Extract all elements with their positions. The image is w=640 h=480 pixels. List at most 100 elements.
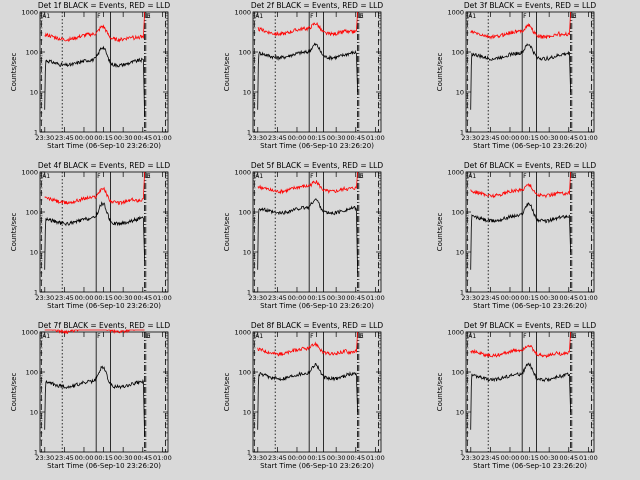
y-tick-label: 1 <box>34 289 38 297</box>
vline-label: D <box>571 333 576 340</box>
y-tick-label: 1 <box>34 449 38 457</box>
x-tick-label: 23:45 <box>481 134 500 142</box>
vline-label: A1 <box>42 173 50 180</box>
x-tick-label: 00:15 <box>520 134 539 142</box>
x-tick-label: 00:30 <box>540 454 559 462</box>
x-axis-label: Start Time (06-Sep-10 23:26:20) <box>260 462 374 470</box>
vline-label: E <box>360 333 364 340</box>
y-tick-label: 10 <box>456 89 464 97</box>
x-tick-label: 01:00 <box>579 134 598 142</box>
y-tick-label: 1 <box>247 449 251 457</box>
y-tick-label: 10 <box>243 89 251 97</box>
vline-label: D <box>145 173 150 180</box>
vline-label: F <box>523 333 527 340</box>
x-axis-label: Start Time (06-Sep-10 23:26:20) <box>473 462 587 470</box>
panel-title: Det 5f BLACK = Events, RED = LLD <box>251 161 384 170</box>
x-tick-label: 00:30 <box>327 134 346 142</box>
x-tick-label: 00:00 <box>501 294 520 302</box>
y-tick-label: 1 <box>247 289 251 297</box>
x-tick-label: 00:15 <box>94 294 113 302</box>
x-tick-label: 00:30 <box>114 454 133 462</box>
series-lld-line <box>257 331 358 357</box>
x-tick-label: 00:15 <box>94 454 113 462</box>
y-tick-label: 10 <box>30 89 38 97</box>
panel-2: Det 2f BLACK = Events, RED = LLD 1 10 100 10… <box>223 1 385 150</box>
y-tick-label: 1 <box>460 449 464 457</box>
vline-label: F <box>310 173 314 180</box>
y-axis-label: Counts/sec <box>223 53 231 92</box>
plot-frame <box>465 331 595 453</box>
y-tick-label: 10 <box>30 249 38 257</box>
vline-label: A1 <box>255 13 263 20</box>
panel-9: Det 9f BLACK = Events, RED = LLD 1 10 100 10… <box>436 321 598 470</box>
x-tick-label: 23:30 <box>248 134 267 142</box>
panel-3: Det 3f BLACK = Events, RED = LLD 1 10 100 10… <box>436 1 598 150</box>
series-events-line <box>257 42 358 110</box>
x-tick-label: 01:00 <box>579 294 598 302</box>
x-axis-label: Start Time (06-Sep-10 23:26:20) <box>473 302 587 310</box>
x-tick-label: 00:00 <box>288 134 307 142</box>
y-tick-label: 1000 <box>234 9 251 17</box>
y-axis-label: Counts/sec <box>10 373 18 412</box>
y-axis-label: Counts/sec <box>223 373 231 412</box>
x-tick-label: 00:30 <box>114 134 133 142</box>
series-events-line <box>44 45 145 117</box>
vline-label: D <box>571 13 576 20</box>
vline-label: E <box>147 13 151 20</box>
vline-label: F <box>523 173 527 180</box>
panel-title: Det 1f BLACK = Events, RED = LLD <box>38 1 171 10</box>
vline-label: F <box>97 13 101 20</box>
series-events-line <box>257 363 358 430</box>
series-events-line <box>44 365 145 437</box>
x-tick-label: 23:45 <box>268 134 287 142</box>
series-events-line <box>470 202 571 270</box>
vline-label: D <box>358 333 363 340</box>
series-lld-line <box>44 171 145 206</box>
x-tick-label: 00:45 <box>133 454 152 462</box>
y-tick-label: 1000 <box>21 9 38 17</box>
y-tick-label: 10 <box>243 409 251 417</box>
x-axis-label: Start Time (06-Sep-10 23:26:20) <box>260 302 374 310</box>
y-tick-label: 100 <box>239 49 251 57</box>
vline-label: A1 <box>468 333 476 340</box>
panel-4: Det 4f BLACK = Events, RED = LLD 1 10 100 10… <box>10 161 172 310</box>
panel-title: Det 7f BLACK = Events, RED = LLD <box>38 321 171 330</box>
y-tick-label: 10 <box>456 249 464 257</box>
panel-8: Det 8f BLACK = Events, RED = LLD 1 10 100 10… <box>223 321 385 470</box>
y-tick-label: 1 <box>460 129 464 137</box>
series-events-line <box>44 201 145 270</box>
x-axis-label: Start Time (06-Sep-10 23:26:20) <box>47 462 161 470</box>
x-tick-label: 23:45 <box>55 294 74 302</box>
x-axis-label: Start Time (06-Sep-10 23:26:20) <box>473 142 587 150</box>
x-tick-label: 23:45 <box>268 454 287 462</box>
panel-title: Det 2f BLACK = Events, RED = LLD <box>251 1 384 10</box>
vline-label: F <box>523 13 527 20</box>
x-tick-label: 01:00 <box>366 454 385 462</box>
series-events-line <box>257 198 358 273</box>
y-tick-label: 100 <box>26 209 38 217</box>
x-tick-label: 23:45 <box>55 454 74 462</box>
x-tick-label: 00:30 <box>114 294 133 302</box>
vline-label: A1 <box>468 173 476 180</box>
vline-label: D <box>145 333 150 340</box>
x-tick-label: 00:00 <box>75 454 94 462</box>
x-tick-label: 00:45 <box>133 134 152 142</box>
x-tick-label: 00:15 <box>94 134 113 142</box>
y-tick-label: 1000 <box>447 169 464 177</box>
y-axis-label: Counts/sec <box>436 53 444 92</box>
series-lld-line <box>257 171 358 195</box>
vline-label: E <box>360 173 364 180</box>
x-tick-label: 00:30 <box>540 294 559 302</box>
vline-label: A1 <box>255 173 263 180</box>
panel-7: Det 7f BLACK = Events, RED = LLD 1 10 100 10… <box>10 321 172 470</box>
vline-label: E <box>360 13 364 20</box>
x-tick-label: 23:45 <box>481 454 500 462</box>
y-tick-label: 10 <box>30 409 38 417</box>
x-tick-label: 23:30 <box>35 134 54 142</box>
x-tick-label: 00:15 <box>307 134 326 142</box>
x-tick-label: 00:15 <box>307 294 326 302</box>
x-tick-label: 00:15 <box>520 454 539 462</box>
vline-label: A1 <box>42 13 50 20</box>
y-tick-label: 1 <box>247 129 251 137</box>
